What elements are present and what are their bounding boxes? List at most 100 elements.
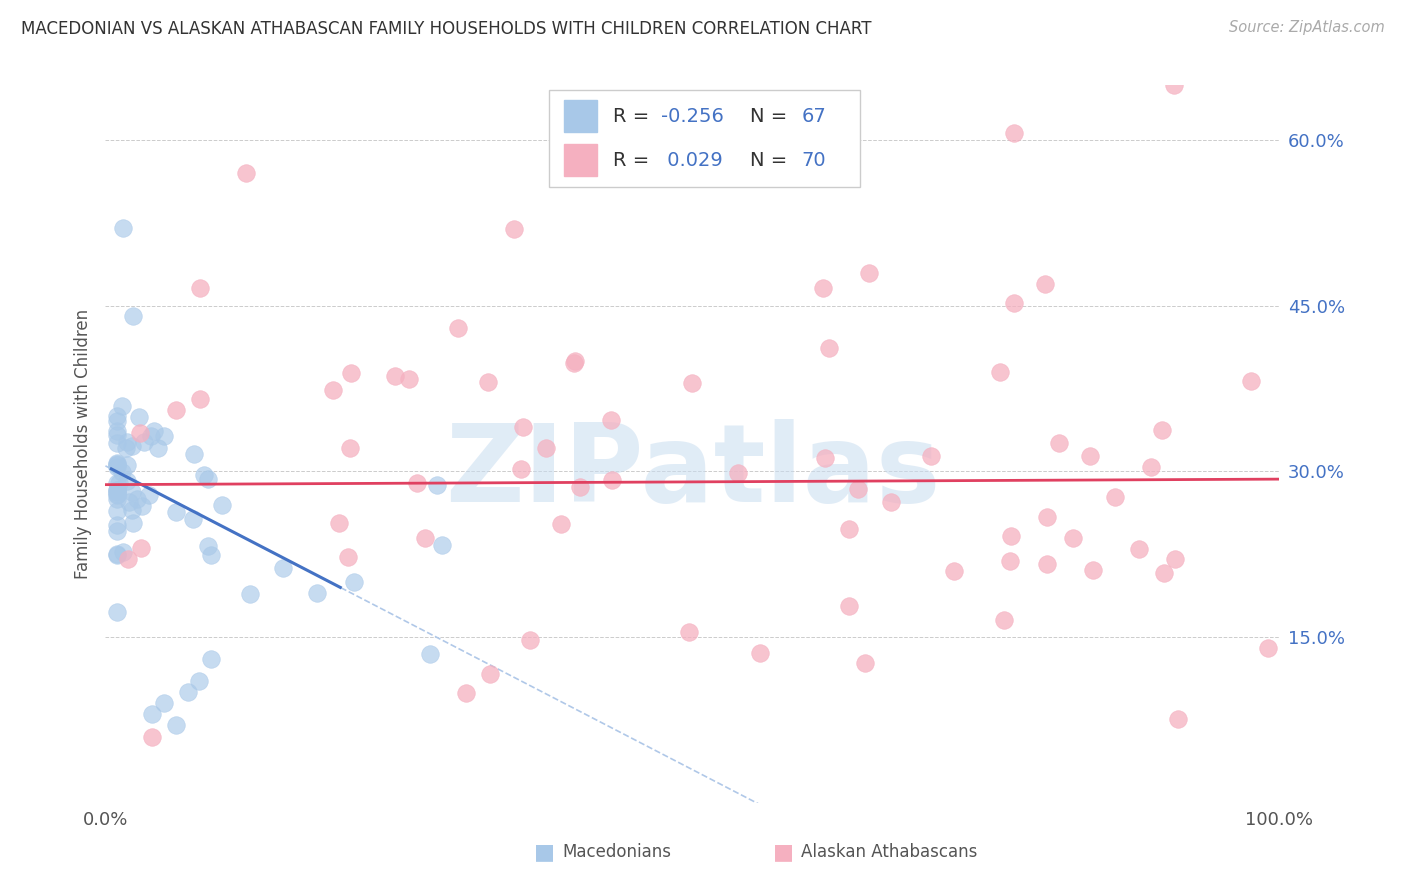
Point	[115, 458, 138, 472]
Point	[1163, 78, 1185, 92]
Point	[111, 465, 134, 479]
Point	[128, 425, 150, 440]
Point	[682, 376, 704, 390]
Point	[112, 221, 135, 235]
Point	[519, 632, 541, 647]
Point	[340, 366, 363, 380]
Point	[211, 498, 233, 512]
Point	[200, 652, 222, 666]
Point	[153, 697, 176, 711]
Point	[139, 428, 162, 442]
Point	[1033, 277, 1056, 291]
Text: N =: N =	[749, 107, 793, 126]
Point	[128, 409, 150, 424]
Point	[600, 473, 623, 487]
Text: 70: 70	[801, 151, 827, 169]
Point	[748, 646, 770, 660]
Point	[1128, 541, 1150, 556]
Point	[838, 522, 860, 536]
Point	[105, 457, 128, 471]
Point	[534, 441, 557, 455]
Point	[153, 429, 176, 443]
Point	[477, 376, 499, 390]
Point	[1002, 126, 1025, 140]
Point	[105, 524, 128, 539]
Point	[569, 480, 592, 494]
Point	[183, 446, 205, 460]
Point	[181, 511, 204, 525]
Text: Source: ZipAtlas.com: Source: ZipAtlas.com	[1229, 20, 1385, 35]
Point	[853, 657, 876, 671]
Point	[105, 458, 128, 472]
Point	[188, 392, 211, 406]
Point	[305, 586, 328, 600]
Point	[678, 625, 700, 640]
Point	[121, 439, 143, 453]
Point	[942, 565, 965, 579]
Point	[105, 485, 128, 500]
Point	[509, 462, 531, 476]
Text: 67: 67	[801, 107, 827, 126]
Point	[121, 502, 143, 516]
Point	[122, 516, 145, 530]
Y-axis label: Family Households with Children: Family Households with Children	[73, 309, 91, 579]
Point	[550, 517, 572, 532]
Point	[384, 369, 406, 384]
Point	[478, 666, 501, 681]
Point	[121, 485, 143, 500]
Point	[138, 488, 160, 502]
Point	[817, 341, 839, 355]
Point	[398, 371, 420, 385]
Point	[142, 424, 165, 438]
Point	[165, 505, 187, 519]
Point	[838, 599, 860, 613]
Point	[512, 419, 534, 434]
Point	[165, 402, 187, 417]
Point	[811, 281, 834, 295]
Point	[114, 441, 136, 455]
Point	[200, 548, 222, 562]
Point	[1000, 529, 1022, 543]
Point	[328, 516, 350, 530]
Point	[105, 459, 128, 474]
Point	[176, 685, 198, 699]
Point	[273, 561, 295, 575]
Point	[127, 491, 149, 506]
Point	[141, 707, 163, 722]
Text: R =: R =	[613, 107, 655, 126]
Point	[1078, 449, 1101, 463]
Point	[115, 474, 138, 488]
Point	[122, 309, 145, 323]
Point	[562, 356, 585, 370]
Point	[190, 281, 212, 295]
Point	[132, 434, 155, 449]
Point	[322, 383, 344, 397]
Point	[858, 266, 880, 280]
Point	[339, 441, 361, 455]
Point	[105, 548, 128, 562]
Text: ZIPatlas: ZIPatlas	[444, 419, 941, 525]
Point	[454, 686, 477, 700]
Point	[105, 487, 128, 501]
Point	[343, 575, 366, 590]
Point	[105, 488, 128, 502]
Point	[239, 587, 262, 601]
Point	[111, 400, 134, 414]
Point	[105, 414, 128, 428]
Bar	[564, 100, 598, 132]
Point	[105, 456, 128, 470]
Point	[197, 539, 219, 553]
Point	[197, 471, 219, 485]
Point	[141, 730, 163, 744]
Point	[1002, 296, 1025, 310]
Point	[105, 483, 128, 497]
Point	[405, 476, 427, 491]
Point	[846, 482, 869, 496]
Point	[413, 531, 436, 545]
Text: R =: R =	[613, 151, 655, 169]
Text: MACEDONIAN VS ALASKAN ATHABASCAN FAMILY HOUSEHOLDS WITH CHILDREN CORRELATION CHA: MACEDONIAN VS ALASKAN ATHABASCAN FAMILY …	[21, 20, 872, 37]
Point	[880, 495, 903, 509]
Point	[1257, 641, 1279, 656]
Point	[564, 354, 586, 368]
Point	[165, 718, 187, 732]
